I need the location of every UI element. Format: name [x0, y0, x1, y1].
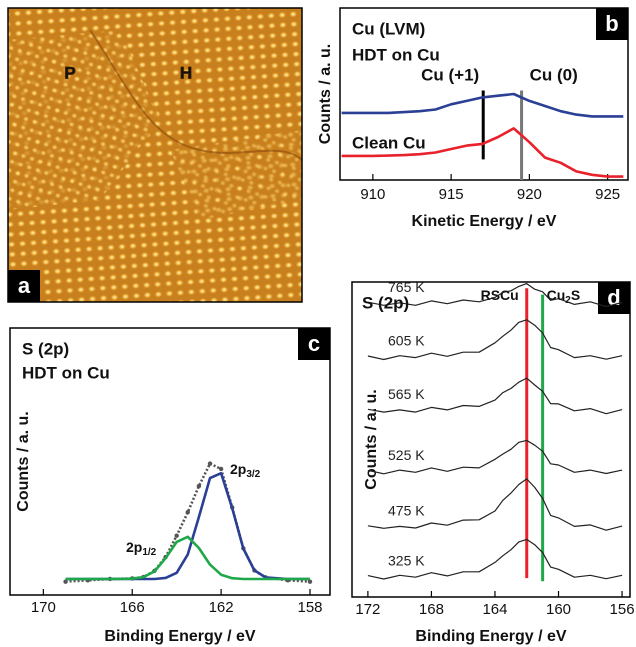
panel-label-box	[298, 328, 330, 360]
domain	[170, 130, 302, 220]
data-point	[63, 579, 68, 584]
temperature-label: 475 K	[388, 503, 425, 519]
data-point	[196, 483, 202, 489]
temperature-label: 565 K	[388, 386, 425, 402]
x-tick-label: 920	[517, 186, 542, 203]
panel-subtitle: HDT on Cu	[22, 363, 110, 382]
panel-label: b	[605, 11, 618, 36]
panel-label-box	[8, 270, 40, 302]
x-tick-label: 162	[209, 599, 234, 616]
site-label: P	[64, 63, 75, 82]
panel-label-box	[598, 282, 630, 314]
data-line	[367, 439, 623, 475]
data-line	[65, 471, 310, 581]
label-part: 3/2	[246, 469, 260, 480]
panel-label: c	[308, 331, 320, 356]
temperature-label: 325 K	[388, 552, 425, 568]
peak-label: 2p1/2	[126, 539, 157, 558]
data-point	[174, 533, 179, 538]
plot-frame	[9, 327, 331, 596]
image-frame	[7, 7, 303, 303]
peak-label: 2p3/2	[230, 461, 261, 480]
data-line	[341, 127, 624, 178]
series-label: Clean Cu	[352, 133, 426, 152]
x-tick-label: 166	[120, 599, 145, 616]
plot-frame	[351, 281, 631, 598]
temperature-label: 765 K	[388, 279, 425, 295]
x-axis-label: Binding Energy / eV	[104, 628, 255, 645]
data-line	[367, 377, 623, 415]
panel-title: S (2p)	[22, 339, 69, 358]
temperature-label: 525 K	[388, 447, 425, 463]
x-tick-label: 170	[31, 599, 56, 616]
data-point	[185, 510, 190, 515]
label-part: S	[571, 287, 580, 303]
series-label: HDT on Cu	[352, 45, 440, 64]
y-axis-label: Counts / a. u.	[15, 411, 32, 511]
x-axis-label: Binding Energy / eV	[415, 628, 566, 645]
stm-image	[8, 8, 302, 302]
data-line	[65, 535, 310, 581]
label-part: Cu	[547, 287, 566, 303]
label-part: 2	[565, 295, 571, 306]
data-line	[367, 478, 623, 531]
data-line	[341, 92, 624, 118]
x-tick-label: 158	[297, 599, 322, 616]
data-line	[367, 538, 623, 580]
x-tick-label: 915	[439, 186, 464, 203]
plot-frame	[339, 7, 629, 181]
label-part: 2p	[126, 539, 142, 555]
reference-label: Cu2S	[547, 287, 581, 306]
data-point	[207, 461, 213, 466]
y-axis-label: Counts / a. u.	[317, 44, 334, 144]
x-tick-label: 156	[610, 601, 635, 618]
label-part: Cu (+1)	[421, 66, 479, 85]
temperature-label: 605 K	[388, 333, 425, 349]
panel-label-box	[596, 8, 628, 40]
label-part: 1/2	[142, 547, 156, 558]
reference-label: Cu (+1)	[421, 66, 479, 85]
reference-label: Cu (0)	[530, 66, 578, 85]
x-tick-label: 164	[482, 601, 507, 618]
label-part: Cu (0)	[530, 66, 578, 85]
data-point	[307, 579, 313, 584]
label-part: 2p	[230, 461, 246, 477]
x-tick-label: 168	[419, 601, 444, 618]
data-line	[367, 283, 623, 308]
x-tick-label: 925	[595, 186, 620, 203]
data-line	[65, 462, 311, 583]
data-line	[367, 319, 623, 361]
panel-title: Cu (LVM)	[352, 19, 425, 38]
domain	[8, 30, 160, 210]
x-axis-label: Kinetic Energy / eV	[412, 213, 557, 230]
site-label: H	[180, 63, 192, 82]
y-axis-label: Counts / a. u.	[363, 389, 380, 489]
x-tick-label: 172	[355, 601, 380, 618]
x-tick-label: 910	[360, 186, 385, 203]
x-tick-label: 160	[546, 601, 571, 618]
panel-label: a	[18, 273, 31, 298]
domain-boundary	[89, 29, 302, 161]
panel-title: S (2p)	[362, 293, 409, 312]
data-point	[218, 466, 224, 472]
